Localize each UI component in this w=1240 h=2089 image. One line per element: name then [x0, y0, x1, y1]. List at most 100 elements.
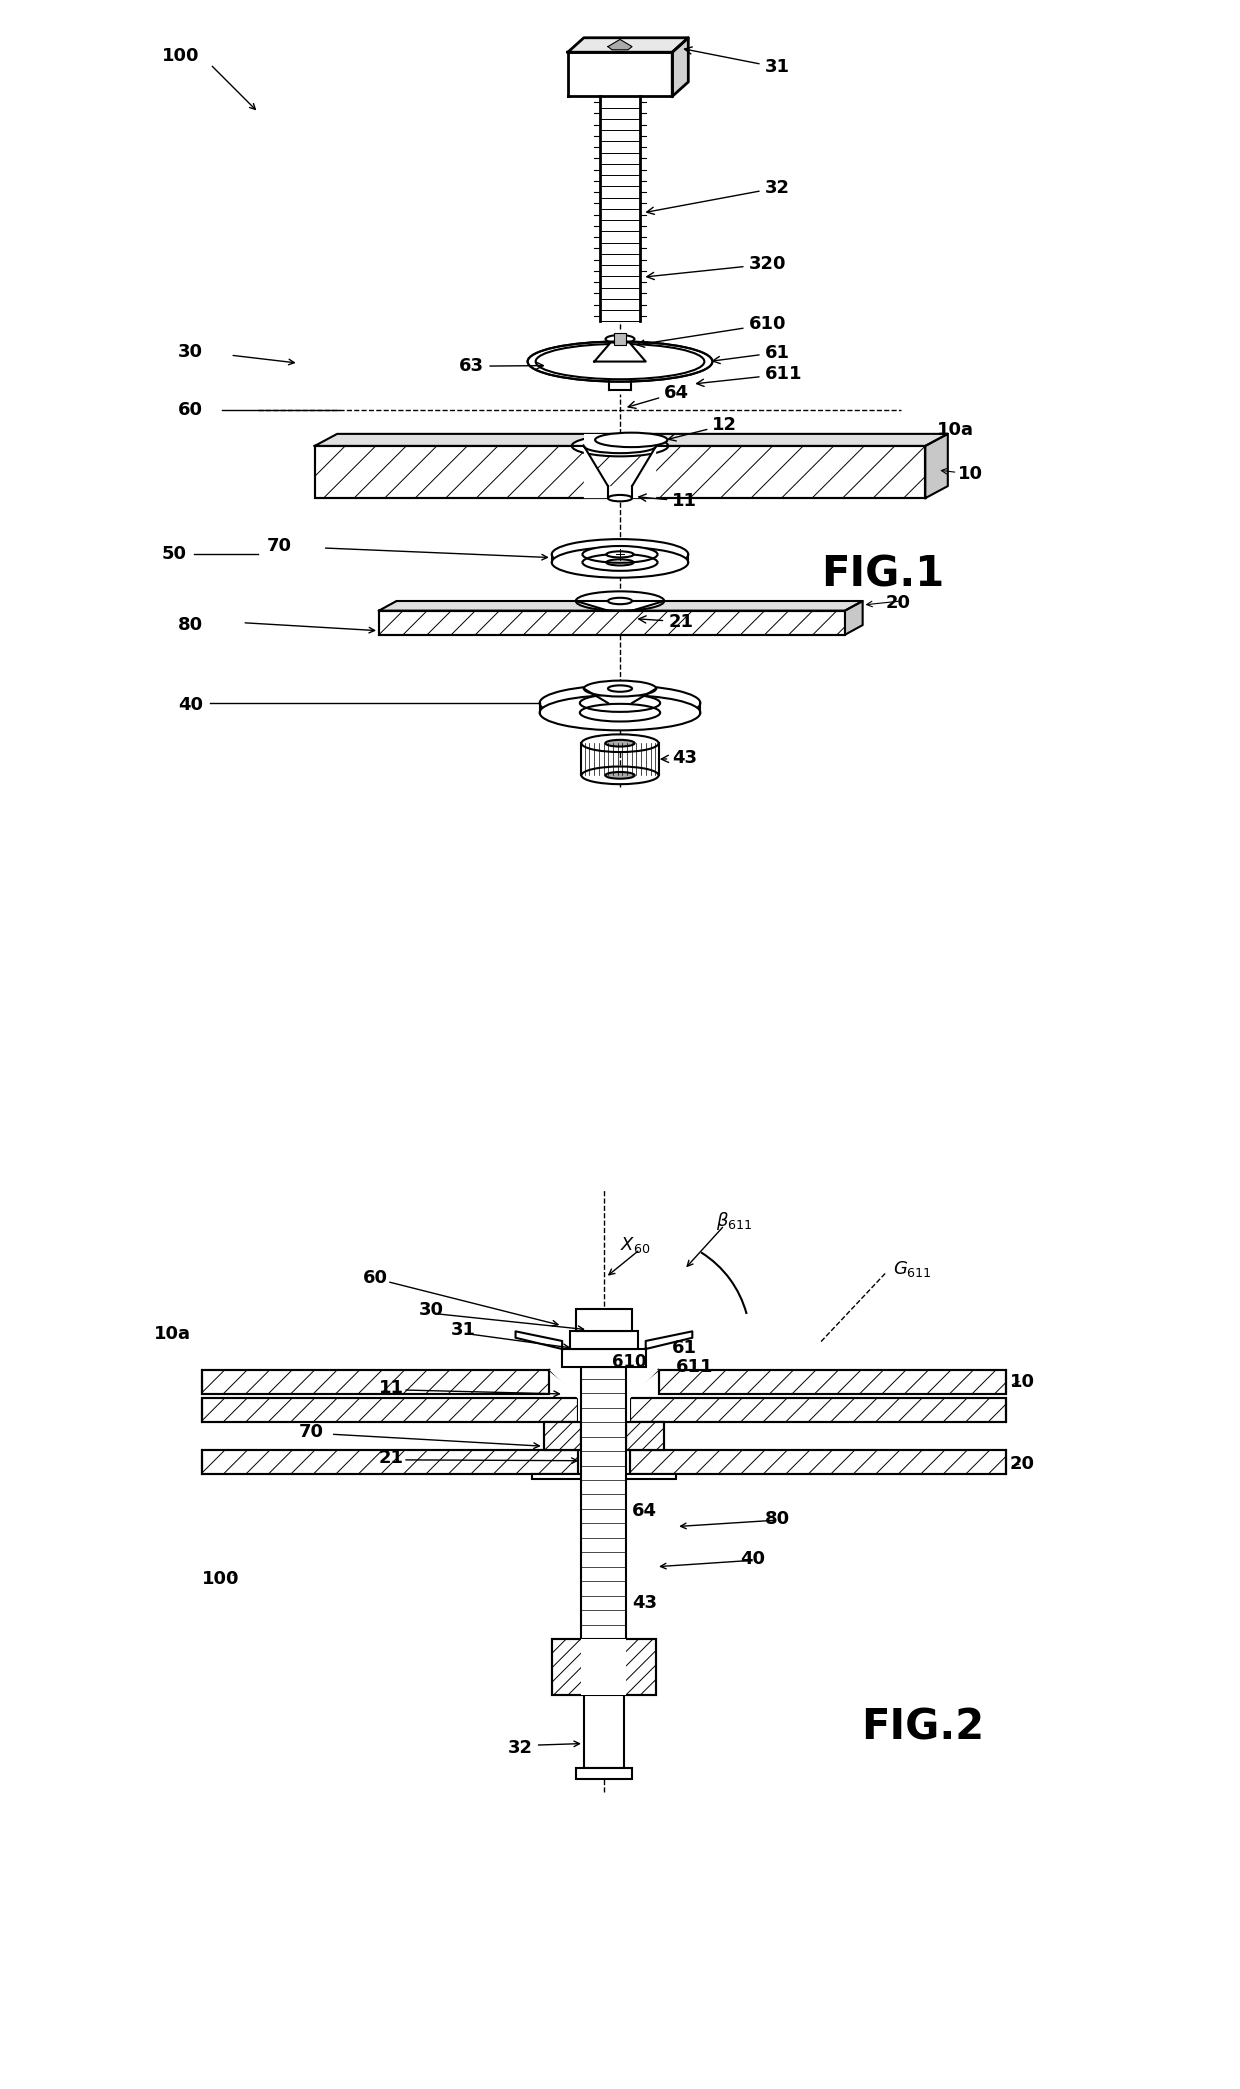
Text: 10a: 10a	[154, 1324, 191, 1343]
Text: 611: 611	[676, 1358, 714, 1377]
Polygon shape	[672, 38, 688, 96]
Text: 21: 21	[639, 612, 693, 631]
Text: 10: 10	[957, 466, 982, 483]
Text: 63: 63	[459, 357, 543, 376]
Text: 64: 64	[632, 1502, 657, 1519]
Text: 30: 30	[419, 1301, 444, 1318]
Text: 32: 32	[507, 1738, 532, 1757]
Ellipse shape	[584, 681, 656, 696]
Ellipse shape	[582, 767, 658, 783]
Polygon shape	[608, 40, 632, 50]
Ellipse shape	[552, 539, 688, 570]
Text: 610: 610	[613, 1354, 646, 1370]
Text: 30: 30	[179, 343, 203, 361]
Text: $X_{60}$: $X_{60}$	[620, 1235, 650, 1255]
Polygon shape	[600, 96, 640, 322]
Bar	[630, 1450, 1006, 1475]
Bar	[575, 1310, 632, 1331]
Bar	[562, 1349, 646, 1366]
Ellipse shape	[608, 495, 632, 501]
Ellipse shape	[608, 597, 632, 604]
Text: FIG.2: FIG.2	[861, 1707, 985, 1748]
Ellipse shape	[572, 435, 668, 455]
Text: 100: 100	[202, 1569, 239, 1588]
Text: 21: 21	[379, 1450, 404, 1466]
Text: 80: 80	[765, 1510, 790, 1527]
Text: 10a: 10a	[937, 420, 975, 439]
Polygon shape	[844, 602, 863, 635]
Ellipse shape	[605, 773, 635, 779]
Bar	[626, 1423, 665, 1450]
Text: 43: 43	[632, 1594, 657, 1613]
Polygon shape	[568, 52, 672, 96]
Bar	[570, 1331, 637, 1349]
Text: 60: 60	[179, 401, 203, 418]
Bar	[658, 1370, 1006, 1393]
Text: 31: 31	[684, 46, 790, 77]
Text: $\beta_{611}$: $\beta_{611}$	[717, 1210, 753, 1233]
Bar	[543, 1423, 582, 1450]
Text: 32: 32	[647, 180, 790, 215]
Polygon shape	[549, 1370, 658, 1421]
Ellipse shape	[608, 685, 632, 691]
Text: 40: 40	[179, 696, 203, 714]
Ellipse shape	[527, 341, 713, 382]
Bar	[582, 1366, 626, 1640]
Ellipse shape	[605, 334, 635, 343]
Text: 61: 61	[713, 343, 790, 363]
Text: 100: 100	[162, 48, 200, 65]
Polygon shape	[584, 435, 656, 445]
Bar	[658, 1370, 1006, 1393]
Text: 40: 40	[740, 1550, 765, 1567]
Bar	[202, 1370, 549, 1393]
Text: 12: 12	[668, 416, 738, 441]
Bar	[630, 1398, 1006, 1423]
Text: 31: 31	[451, 1320, 476, 1339]
Text: 70: 70	[267, 537, 291, 556]
Bar	[630, 1398, 1006, 1423]
Text: 320: 320	[647, 255, 786, 280]
Polygon shape	[584, 445, 656, 497]
Ellipse shape	[539, 696, 701, 731]
Polygon shape	[578, 1370, 630, 1423]
Ellipse shape	[605, 740, 635, 746]
Polygon shape	[594, 338, 646, 361]
Polygon shape	[568, 38, 688, 52]
Polygon shape	[516, 1331, 562, 1349]
Text: 61: 61	[672, 1339, 697, 1358]
Bar	[552, 1640, 656, 1696]
Bar	[315, 445, 925, 497]
Text: 60: 60	[363, 1268, 388, 1287]
Bar	[379, 610, 844, 635]
Text: FIG.1: FIG.1	[821, 554, 944, 595]
Bar	[630, 1450, 1006, 1475]
Ellipse shape	[584, 439, 656, 453]
Ellipse shape	[536, 345, 704, 380]
Text: 20: 20	[1009, 1454, 1034, 1473]
Ellipse shape	[580, 694, 660, 712]
Ellipse shape	[582, 735, 658, 752]
Text: 70: 70	[299, 1423, 324, 1441]
Bar	[626, 1423, 665, 1450]
Ellipse shape	[606, 551, 634, 558]
Bar	[543, 1423, 582, 1450]
Bar	[202, 1450, 578, 1475]
Text: 10: 10	[1009, 1372, 1034, 1391]
Bar	[202, 1370, 549, 1393]
Polygon shape	[925, 435, 947, 497]
Bar	[575, 1767, 632, 1780]
Bar	[584, 1696, 624, 1767]
Bar	[315, 445, 925, 497]
Bar	[202, 1398, 578, 1423]
Text: 611: 611	[697, 366, 802, 386]
Ellipse shape	[539, 685, 701, 721]
Ellipse shape	[575, 591, 665, 610]
Text: 11: 11	[379, 1379, 404, 1398]
Bar	[532, 1475, 676, 1479]
Bar	[614, 332, 626, 345]
Bar	[202, 1398, 578, 1423]
Text: 64: 64	[629, 384, 689, 407]
Text: 610: 610	[637, 315, 786, 347]
Text: 50: 50	[162, 545, 187, 564]
Polygon shape	[315, 435, 947, 445]
